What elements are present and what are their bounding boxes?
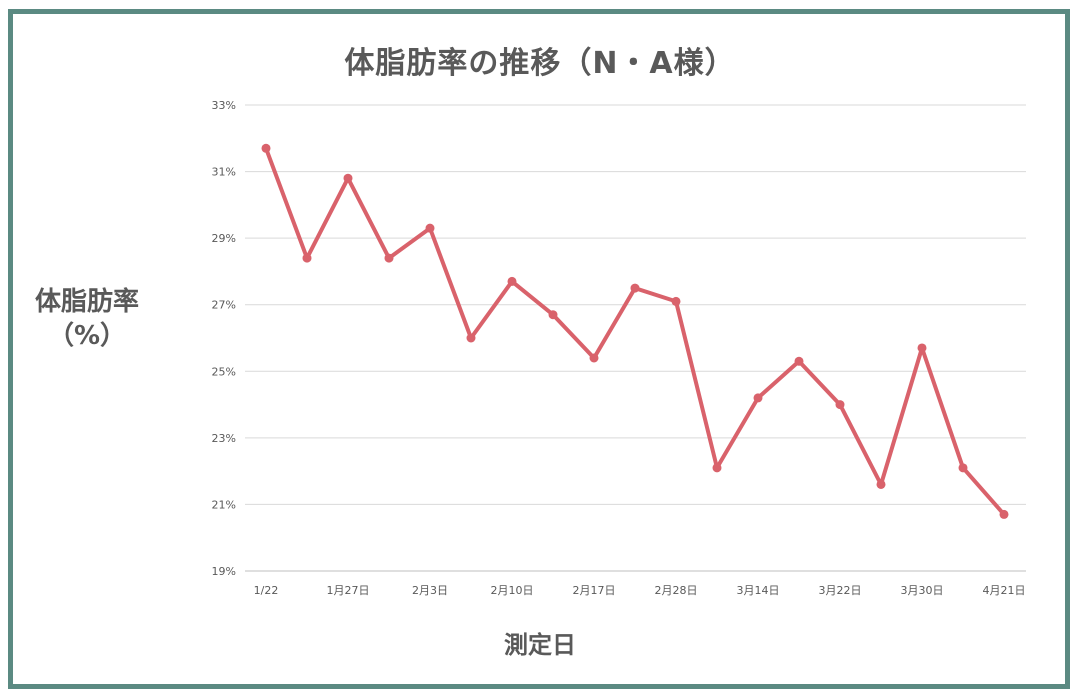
data-point	[425, 223, 435, 233]
data-point	[753, 393, 763, 403]
data-point	[466, 333, 476, 343]
y-tick-label: 19%	[212, 565, 236, 578]
data-point	[835, 400, 845, 410]
chart-title: 体脂肪率の推移（N・A様）	[344, 46, 736, 81]
y-tick-label: 21%	[212, 498, 236, 511]
x-axis-label: 測定日	[504, 631, 576, 659]
data-point	[302, 253, 312, 263]
x-tick-label: 1/22	[254, 584, 279, 597]
x-tick-label: 2月17日	[573, 584, 616, 597]
y-tick-label: 25%	[212, 365, 236, 378]
x-tick-label: 1月27日	[327, 584, 370, 597]
x-tick-label: 4月21日	[983, 584, 1026, 597]
y-axis-label-line2: （%）	[47, 321, 127, 351]
data-point	[958, 463, 968, 473]
data-point	[876, 479, 886, 489]
data-point	[999, 509, 1009, 519]
y-tick-label: 27%	[212, 299, 236, 312]
data-point	[507, 276, 517, 286]
x-tick-label: 2月10日	[491, 584, 534, 597]
data-point	[589, 353, 599, 363]
x-tick-label: 2月28日	[655, 584, 698, 597]
data-point	[343, 173, 353, 183]
data-point	[794, 356, 804, 366]
x-tick-label: 2月3日	[412, 584, 448, 597]
x-tick-label: 3月22日	[819, 584, 862, 597]
y-tick-label: 33%	[212, 99, 236, 112]
chart-frame	[8, 9, 1070, 689]
x-tick-label: 3月14日	[737, 584, 780, 597]
y-tick-label: 29%	[212, 232, 236, 245]
data-point	[917, 343, 927, 353]
series-line	[264, 146, 1006, 517]
data-point	[384, 253, 394, 263]
y-axis-label: 体脂肪率 （%）	[22, 285, 152, 353]
data-point	[261, 143, 271, 153]
data-point	[630, 283, 640, 293]
data-point	[671, 296, 681, 306]
y-tick-label: 23%	[212, 432, 236, 445]
y-tick-label: 31%	[212, 166, 236, 179]
y-axis-label-line1: 体脂肪率	[34, 287, 139, 317]
data-point	[548, 310, 558, 320]
data-point	[712, 463, 722, 473]
x-tick-label: 3月30日	[901, 584, 944, 597]
